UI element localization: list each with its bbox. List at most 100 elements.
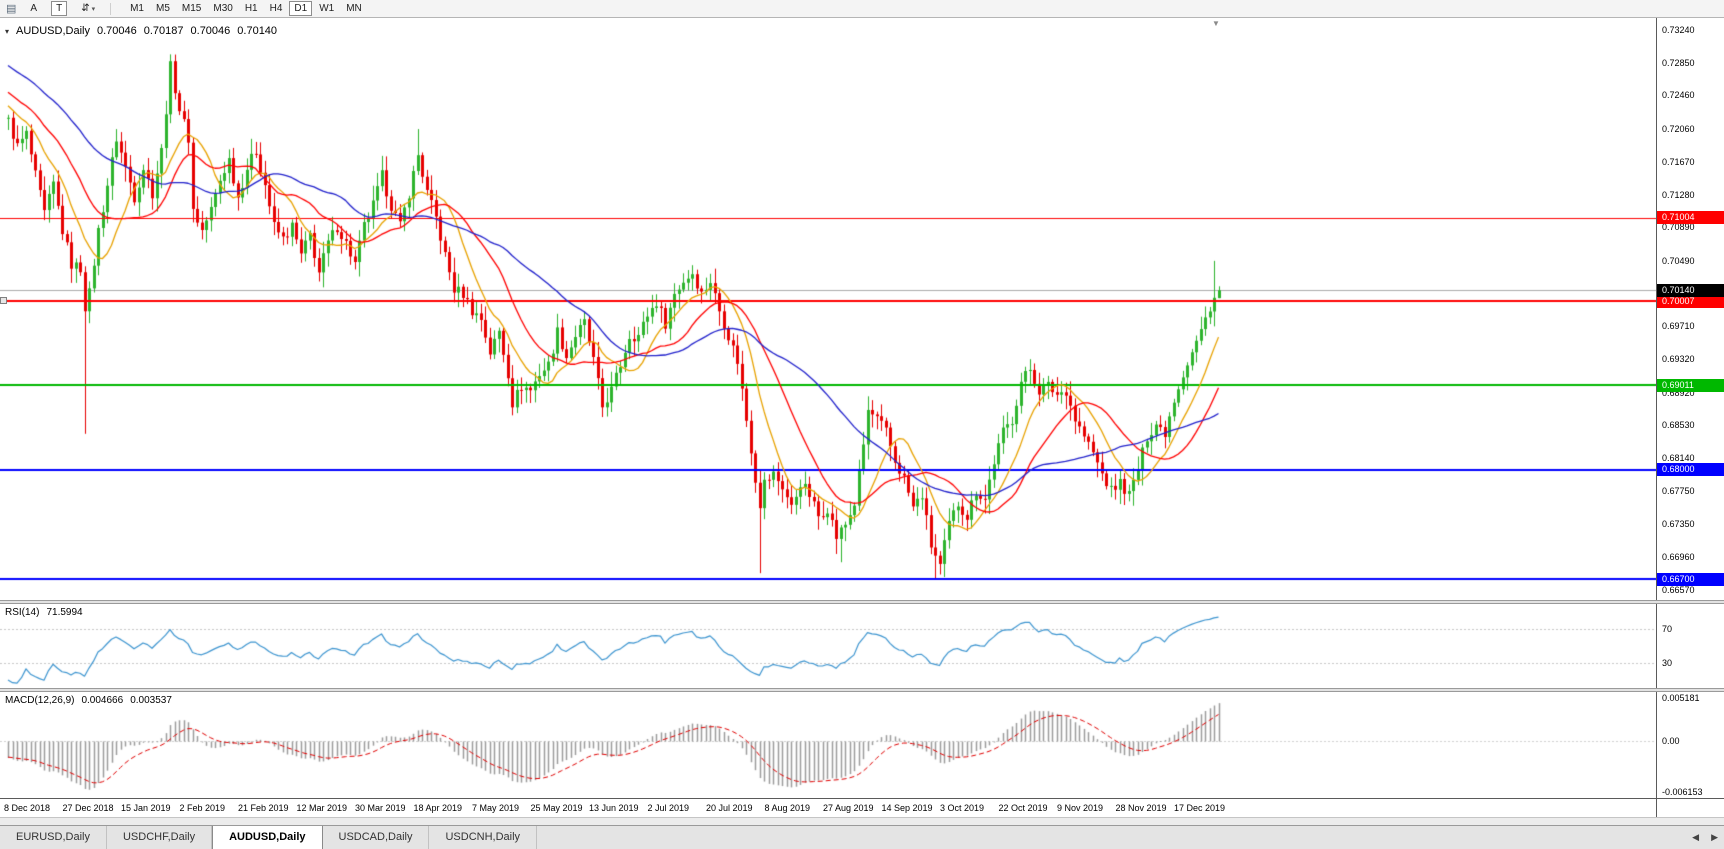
date-tick-label: 17 Dec 2019 [1174,803,1226,813]
rsi-value: 71.5994 [46,607,83,618]
chart-tabs: EURUSD,Daily USDCHF,Daily AUDUSD,Daily USDC… [0,826,538,849]
time-axis-area: 8 Dec 2018 27 Dec 2018 15 Jan 2019 2 Feb 20… [0,799,1657,817]
chart-low-value: 0.70046 [190,25,231,37]
timeframe-button-d1[interactable]: D1 [289,1,313,16]
price-level-tag: 0.66700 [1657,572,1724,586]
price-tick-label: 0.69320 [1662,354,1695,365]
date-tick-label: 2 Feb 2019 [179,803,226,813]
date-tick-label: 27 Dec 2018 [62,803,114,813]
price-tick-label: 0.72850 [1662,57,1695,68]
time-axis[interactable]: 8 Dec 2018 27 Dec 2018 15 Jan 2019 2 Feb 20… [0,798,1724,817]
macd-main-value: 0.004666 [81,695,124,706]
date-tick-label: 7 May 2019 [472,803,520,813]
macd-pane: MACD(12,26,9) 0.004666 0.003537 0.005181… [0,692,1724,798]
current-price-tag: 0.70140 [1657,283,1724,297]
rsi-axis[interactable]: 70 30 [1656,604,1724,688]
timeframe-button-h1[interactable]: H1 [244,3,258,14]
price-tick-label: 0.68530 [1662,420,1695,431]
chart-tab-audusd[interactable]: AUDUSD,Daily [212,826,323,849]
price-tick-label: 0.68920 [1662,387,1695,398]
macd-canvas[interactable] [0,692,1656,798]
chart-window-icon[interactable]: ▤ [6,2,17,15]
chart-symbol: AUDUSD,Daily [16,25,90,37]
price-tick-label: 0.69710 [1662,321,1695,332]
price-tick-label: 0.72060 [1662,124,1695,135]
date-tick-label: 8 Dec 2018 [4,803,51,813]
timeframe-button-m5[interactable]: M5 [156,3,170,14]
chart-shift-marker-icon[interactable]: ▼ [1212,19,1220,28]
chart-tab-usdcnh[interactable]: USDCNH,Daily [429,826,538,849]
price-tick-label: 0.70890 [1662,222,1695,233]
timeframe-button-w1[interactable]: W1 [319,3,335,14]
macd-axis[interactable]: 0.005181 0.00 -0.006153 [1656,692,1724,798]
date-tick-label: 8 Aug 2019 [764,803,811,813]
price-pane: ▾ AUDUSD,Daily 0.70046 0.70187 0.70046 0… [0,18,1724,600]
rsi-tick-label: 70 [1662,624,1673,635]
date-tick-label: 18 Apr 2019 [413,803,463,813]
arrow-mode-button[interactable]: A [30,3,38,14]
chart-tab-bar: EURUSD,Daily USDCHF,Daily AUDUSD,Daily USDC… [0,825,1724,849]
price-level-tag: 0.70007 [1657,294,1724,308]
macd-legend: MACD(12,26,9) 0.004666 0.003537 [5,695,172,706]
chart-tab-eurusd[interactable]: EURUSD,Daily [0,826,107,849]
price-tick-label: 0.66960 [1662,552,1695,563]
symbol-cycle-button[interactable]: ⇵ ▾ [76,1,100,16]
price-tick-label: 0.70490 [1662,255,1695,266]
macd-tick-label: 0.00 [1662,735,1680,746]
chart-close-value: 0.70140 [237,25,278,37]
date-tick-label: 30 Mar 2019 [355,803,406,813]
date-tick-label: 27 Aug 2019 [823,803,874,813]
price-level-tag: 0.68000 [1657,463,1724,477]
rsi-legend: RSI(14) 71.5994 [5,607,83,618]
chart-tab-usdchf[interactable]: USDCHF,Daily [107,826,213,849]
price-level-tag: 0.69011 [1657,378,1724,392]
timeframe-button-m1[interactable]: M1 [130,3,144,14]
rsi-canvas[interactable] [0,604,1656,688]
timeframe-buttons: M1 M5 M15 M30 H1 H4 D1 W1 MN [123,1,367,16]
rsi-pane: RSI(14) 71.5994 70 30 [0,604,1724,688]
price-tick-label: 0.71670 [1662,156,1695,167]
tab-scroll-arrows: ◀ ▶ [1689,826,1721,849]
timeframe-button-mn[interactable]: MN [346,3,362,14]
date-tick-label: 15 Jan 2019 [121,803,171,813]
date-tick-label: 12 Mar 2019 [296,803,348,813]
rsi-label: RSI(14) [5,607,40,618]
tab-scroll-right-button[interactable]: ▶ [1711,832,1718,842]
hline-drag-handle[interactable] [0,297,7,305]
tab-scroll-left-button[interactable]: ◀ [1692,832,1700,842]
text-tool-button[interactable]: T [51,1,68,16]
date-tick-label: 3 Oct 2019 [940,803,985,813]
horizontal-scrollbar[interactable] [0,817,1724,825]
price-tick-label: 0.67350 [1662,519,1695,530]
date-tick-label: 28 Nov 2019 [1115,803,1167,813]
date-tick-label: 14 Sep 2019 [881,803,933,813]
title-marker-icon: ▾ [5,27,10,36]
timeframe-button-h4[interactable]: H4 [269,3,283,14]
date-tick-label: 22 Oct 2019 [998,803,1048,813]
timeframe-button-m15[interactable]: M15 [181,3,202,14]
macd-label: MACD(12,26,9) [5,695,75,706]
chart-open-value: 0.70046 [96,25,137,37]
date-tick-label: 9 Nov 2019 [1057,803,1104,813]
pane-divider[interactable] [0,600,1724,604]
price-chart-canvas[interactable] [0,18,1656,600]
chart-tab-usdcad[interactable]: USDCAD,Daily [323,826,430,849]
rsi-tick-label: 30 [1662,657,1673,668]
timeframe-button-m30[interactable]: M30 [213,3,233,14]
cycle-arrows-icon: ⇵ [81,3,90,14]
date-tick-label: 20 Jul 2019 [706,803,753,813]
date-tick-label: 13 Jun 2019 [589,803,639,813]
pane-divider[interactable] [0,688,1724,692]
price-tick-label: 0.72460 [1662,90,1695,101]
date-tick-label: 21 Feb 2019 [238,803,289,813]
toolbar-separator [110,2,112,15]
price-tick-label: 0.68140 [1662,453,1695,464]
price-tick-label: 0.71280 [1662,189,1695,200]
top-toolbar: ▤ A T ⇵ ▾ M1 M5 M15 M30 H1 H4 D1 W1 MN [0,0,1724,18]
macd-signal-value: 0.003537 [130,695,172,706]
price-axis[interactable]: 0.73240 0.72850 0.72460 0.72060 0.71670 0.712… [1656,18,1724,600]
chart-title: ▾ AUDUSD,Daily 0.70046 0.70187 0.70046 0… [5,25,277,37]
macd-tick-label: -0.006153 [1662,787,1703,797]
chevron-down-icon: ▾ [91,6,96,13]
